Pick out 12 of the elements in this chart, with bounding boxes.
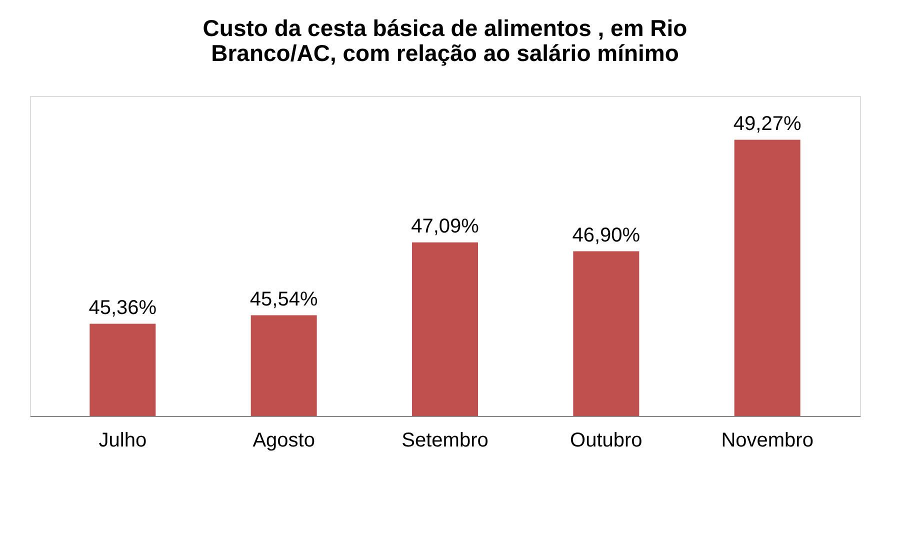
data-label: 47,09% bbox=[411, 215, 480, 238]
x-tick-label: Setembro bbox=[402, 430, 488, 452]
data-label: 45,36% bbox=[88, 296, 157, 319]
x-tick-label: Outubro bbox=[570, 430, 642, 452]
x-tick-label: Novembro bbox=[721, 430, 814, 452]
text: Branco/AC, com relação ao salário mínimo bbox=[211, 40, 679, 66]
data-label: 46,90% bbox=[572, 224, 640, 246]
x-tick-label: Julho bbox=[98, 430, 147, 452]
data-label: 45,54% bbox=[250, 288, 318, 310]
x-tick-label: Agosto bbox=[252, 430, 315, 452]
data-label: 49,27% bbox=[733, 112, 802, 135]
text: Custo da cesta básica de alimentos , em Rio bbox=[202, 15, 688, 41]
